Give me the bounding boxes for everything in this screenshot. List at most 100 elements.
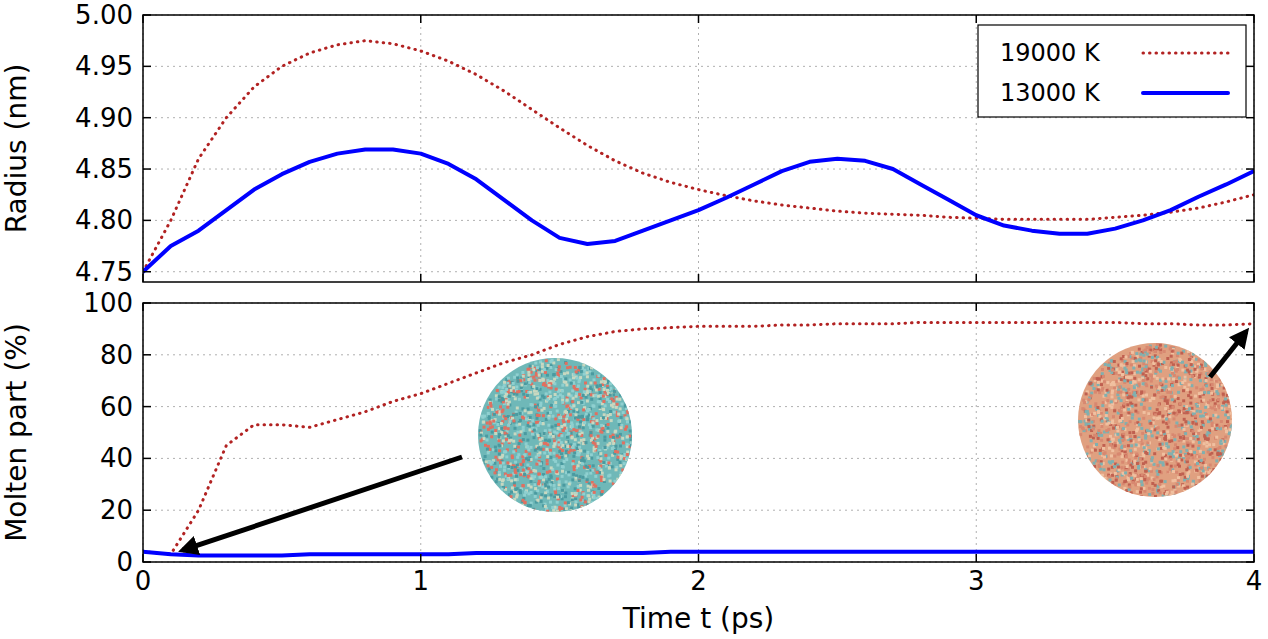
atom [585,472,588,475]
atom [552,435,555,438]
atom [516,377,519,380]
atom [625,425,628,428]
atom [537,453,540,456]
atom [570,421,573,424]
atom [602,462,605,465]
atom [504,450,507,453]
atom [547,424,550,427]
atom [535,406,538,409]
atom [522,375,525,378]
tick [1246,561,1254,563]
y-tick-label: 40 [100,443,133,473]
atom [1115,368,1118,371]
atom [619,474,622,477]
atom [555,368,558,371]
atom [498,436,501,439]
atom [1224,436,1227,439]
atom [570,382,573,385]
atom [1201,475,1204,478]
atom [629,420,632,423]
atom [586,371,589,374]
atom [510,439,513,442]
atom [602,395,605,398]
atom [567,420,570,423]
atom [539,476,542,479]
atom [560,375,563,378]
atom [546,510,549,513]
x-axis-title: Time t (ps) [622,602,775,635]
atom [530,486,533,489]
atom [625,436,628,439]
atom [558,480,561,483]
atom [482,421,485,424]
atom [546,379,549,382]
snapshot [478,358,635,514]
atom [1196,410,1199,413]
tick [143,509,151,511]
atom [594,475,597,478]
atom [545,509,548,512]
atom [612,442,615,445]
atom [513,376,516,379]
atom [612,436,615,439]
atom [522,374,525,377]
atom [537,473,540,476]
atom [535,463,538,466]
atom [596,456,599,459]
atom [505,388,508,391]
atom [1125,389,1128,392]
atom [583,450,586,453]
atom [521,416,524,419]
grid-line [420,15,421,282]
atom [487,412,490,415]
atom [578,366,581,369]
atom [498,478,501,481]
atom [558,416,561,419]
atom [579,449,582,452]
atom [626,453,629,456]
atom [584,500,587,503]
tick [143,168,151,170]
atom [609,480,612,483]
atom [553,487,556,490]
atom [1165,402,1168,405]
atom [550,404,553,407]
atom [527,458,530,461]
atom [1100,439,1103,442]
atom [512,450,515,453]
atom [547,364,550,367]
atom [556,432,559,435]
tick [143,458,151,460]
atom [503,381,506,384]
tick [1246,66,1254,68]
atom [572,373,575,376]
atom [1162,421,1165,424]
atom [519,463,522,466]
x-tick-label: 2 [690,566,707,596]
atom [585,505,588,508]
atom [1232,415,1235,418]
atom [1174,443,1177,446]
atom [575,413,578,416]
atom [1093,462,1096,465]
atom [514,468,517,471]
atom [512,386,515,389]
tick [142,554,144,562]
atom [594,485,597,488]
atom [582,457,585,460]
atom [507,427,510,430]
atom [526,464,529,467]
tick [420,15,422,23]
atom [518,434,521,437]
atom [585,413,588,416]
atom [545,392,548,395]
atom [504,395,507,398]
atom [1092,436,1095,439]
atom [1145,482,1148,485]
atom [485,460,488,463]
x-tick-label: 1 [412,566,429,596]
tick [976,303,978,311]
tick [142,15,144,23]
atom [542,383,545,386]
atom [536,366,539,369]
